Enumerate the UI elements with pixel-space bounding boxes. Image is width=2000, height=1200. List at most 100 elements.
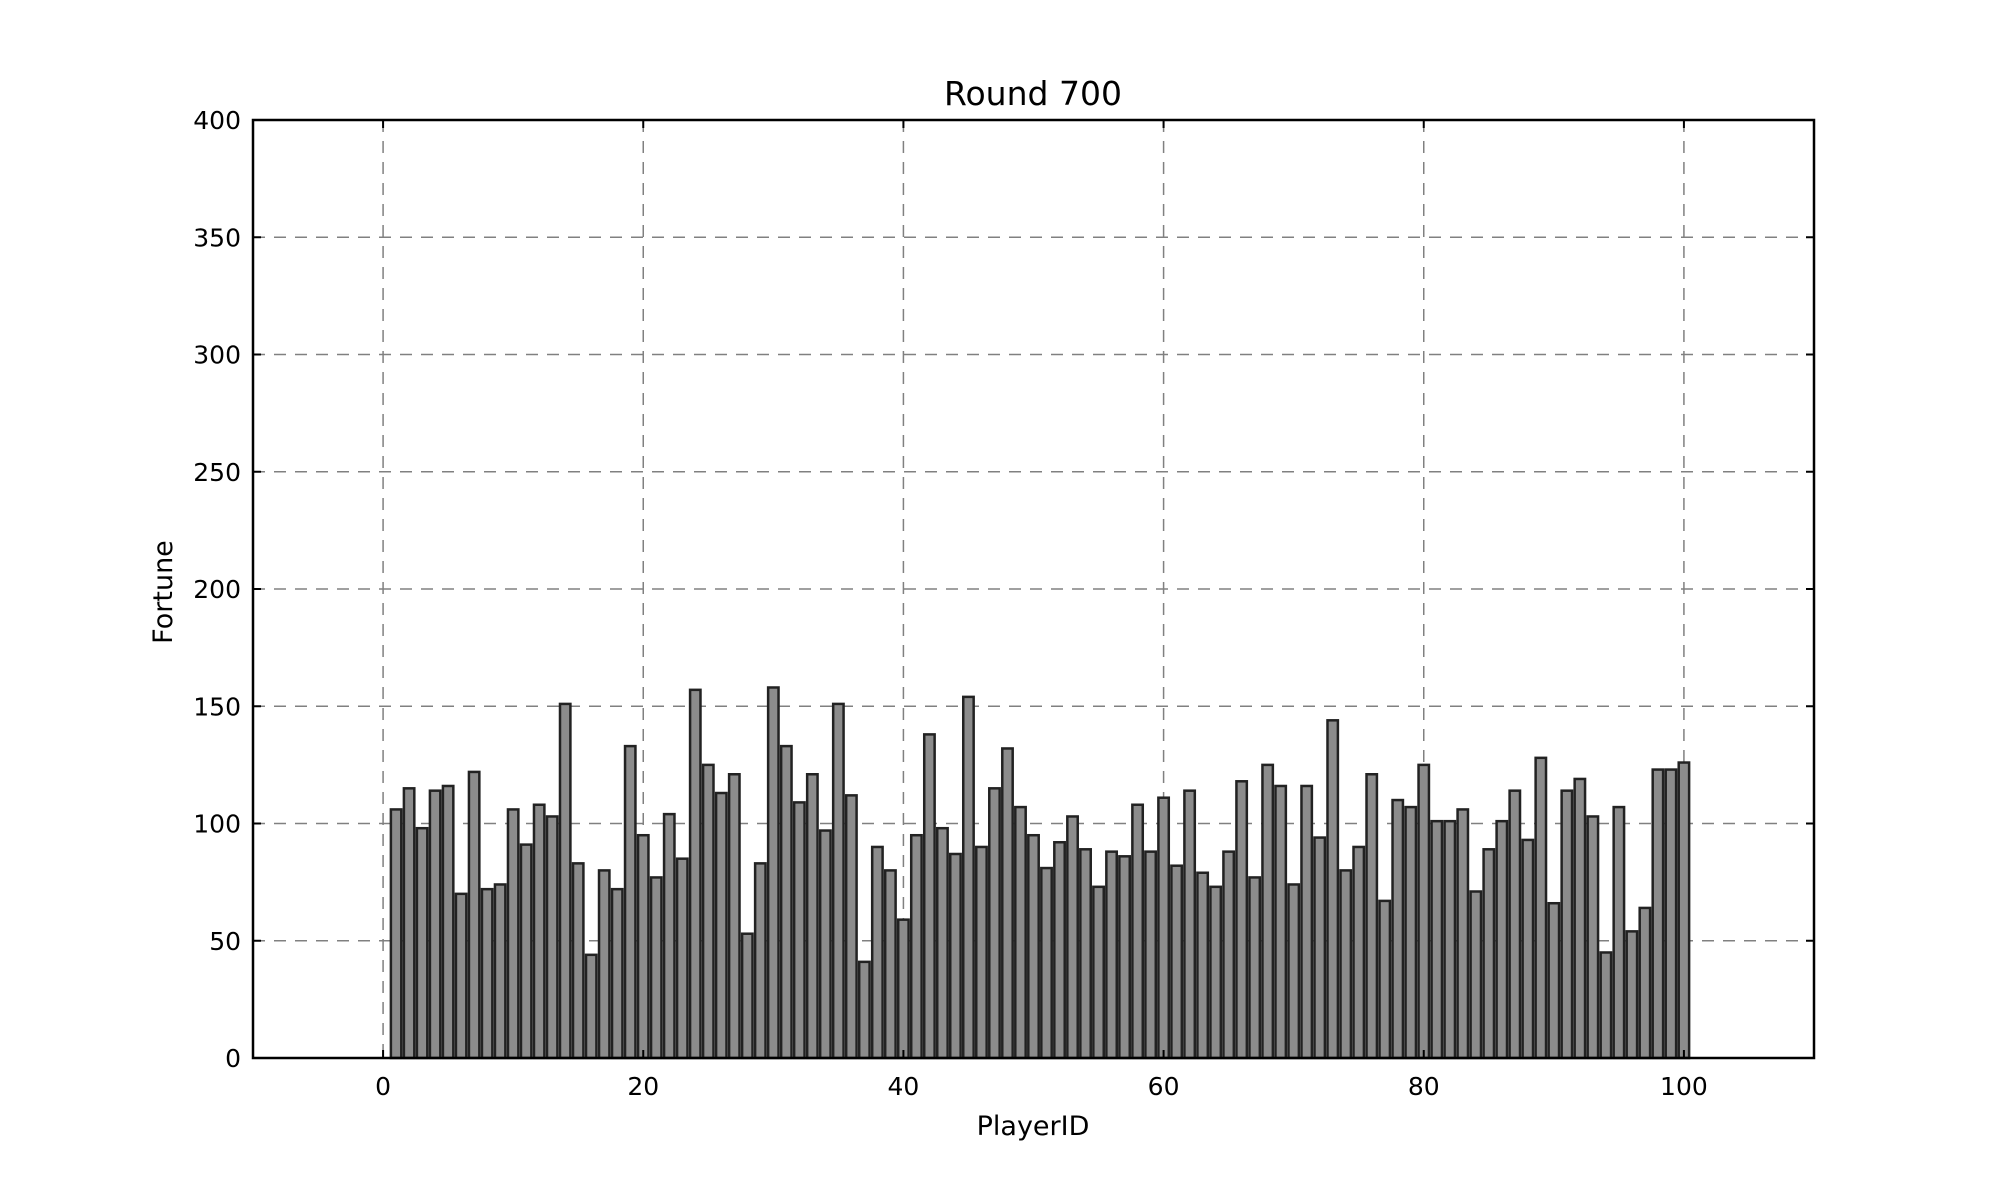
- bar: [480, 887, 494, 1060]
- bar: [1092, 885, 1105, 1060]
- bar: [506, 808, 520, 1060]
- bar: [1625, 930, 1639, 1060]
- bar: [1014, 805, 1027, 1060]
- bar: [1508, 789, 1522, 1060]
- bar: [1027, 833, 1040, 1060]
- bar: [883, 869, 897, 1060]
- bar: [1339, 869, 1353, 1060]
- bar: [766, 686, 780, 1060]
- y-tick-label: 250: [193, 458, 241, 487]
- y-axis-label: Fortune: [148, 540, 179, 644]
- bar: [714, 791, 728, 1060]
- bar: [649, 876, 663, 1060]
- bar: [415, 826, 429, 1060]
- bar: [454, 892, 468, 1060]
- bars: [389, 686, 1691, 1060]
- bar: [975, 845, 988, 1060]
- bar: [1274, 784, 1288, 1060]
- bar: [1443, 819, 1457, 1060]
- bar: [740, 932, 754, 1060]
- bar: [1196, 871, 1210, 1060]
- y-tick-label: 150: [193, 692, 241, 721]
- bar: [558, 702, 572, 1060]
- bar: [441, 784, 455, 1060]
- bar: [519, 843, 533, 1060]
- x-tick-label: 60: [1148, 1072, 1180, 1101]
- bar: [1573, 777, 1587, 1060]
- bar: [1157, 796, 1171, 1060]
- bar: [1261, 763, 1275, 1060]
- y-tick-label: 0: [225, 1044, 241, 1073]
- bar: [1677, 761, 1691, 1060]
- bar: [948, 852, 962, 1060]
- bar: [389, 808, 403, 1060]
- bar: [1651, 768, 1665, 1060]
- x-tick-label: 0: [375, 1072, 391, 1101]
- bar: [675, 857, 689, 1060]
- bar: [1547, 901, 1561, 1060]
- x-tick-label: 100: [1660, 1072, 1708, 1101]
- chart-title: Round 700: [944, 74, 1122, 113]
- bar: [1391, 798, 1405, 1060]
- bar: [779, 744, 793, 1060]
- bar: [753, 862, 767, 1060]
- bar: [1066, 815, 1079, 1060]
- bar: [935, 826, 949, 1060]
- x-tick-label: 40: [888, 1072, 920, 1101]
- bar: [1599, 951, 1613, 1060]
- y-tick-label: 350: [193, 223, 241, 252]
- bar: [623, 744, 637, 1060]
- x-axis-label: PlayerID: [977, 1111, 1090, 1142]
- bar: [493, 883, 507, 1060]
- bar: [610, 887, 624, 1060]
- bar: [1404, 805, 1418, 1060]
- x-tick-label: 20: [627, 1072, 659, 1101]
- bar: [1105, 850, 1119, 1060]
- bar: [962, 695, 975, 1060]
- y-tick-label: 300: [193, 341, 241, 370]
- bar: [1612, 805, 1626, 1060]
- bar: [1586, 815, 1600, 1060]
- y-tick-label: 100: [193, 810, 241, 839]
- bar: [1235, 780, 1249, 1060]
- bar: [831, 702, 845, 1060]
- bar: [1287, 883, 1301, 1060]
- bar: [1378, 899, 1392, 1060]
- bar: [1040, 866, 1053, 1060]
- bar: [844, 794, 858, 1060]
- bar: [428, 789, 442, 1060]
- bar: [1495, 819, 1509, 1060]
- y-tick-label: 400: [193, 106, 241, 135]
- bar: [1560, 789, 1574, 1060]
- bar: [1170, 864, 1184, 1060]
- bar: [896, 918, 910, 1060]
- bar: [1001, 747, 1014, 1060]
- tick-labels: 0 20 40 60 80 100 0 50 100 150 200 250 300 350 400: [193, 106, 1707, 1101]
- bar: [467, 770, 481, 1060]
- y-tick-label: 50: [209, 927, 241, 956]
- bar: [727, 773, 741, 1060]
- bar: [1365, 773, 1379, 1060]
- bar: [1118, 855, 1132, 1060]
- bar: [1326, 719, 1340, 1060]
- bar: [1222, 850, 1236, 1060]
- bar: [1209, 885, 1223, 1060]
- bar: [870, 845, 884, 1060]
- bar: [1313, 836, 1327, 1060]
- bar: [1131, 803, 1145, 1060]
- bar: [1053, 841, 1066, 1060]
- bar: [909, 833, 923, 1060]
- bar: [1300, 784, 1314, 1060]
- bar: [805, 773, 819, 1060]
- bar: [1534, 756, 1548, 1060]
- bar: [857, 960, 871, 1060]
- bar: [597, 869, 611, 1060]
- bar: [1482, 848, 1496, 1060]
- bar: [792, 801, 806, 1060]
- bar: [1521, 838, 1535, 1060]
- bar: [1079, 848, 1092, 1060]
- bar: [1183, 789, 1197, 1060]
- bar: [922, 733, 936, 1060]
